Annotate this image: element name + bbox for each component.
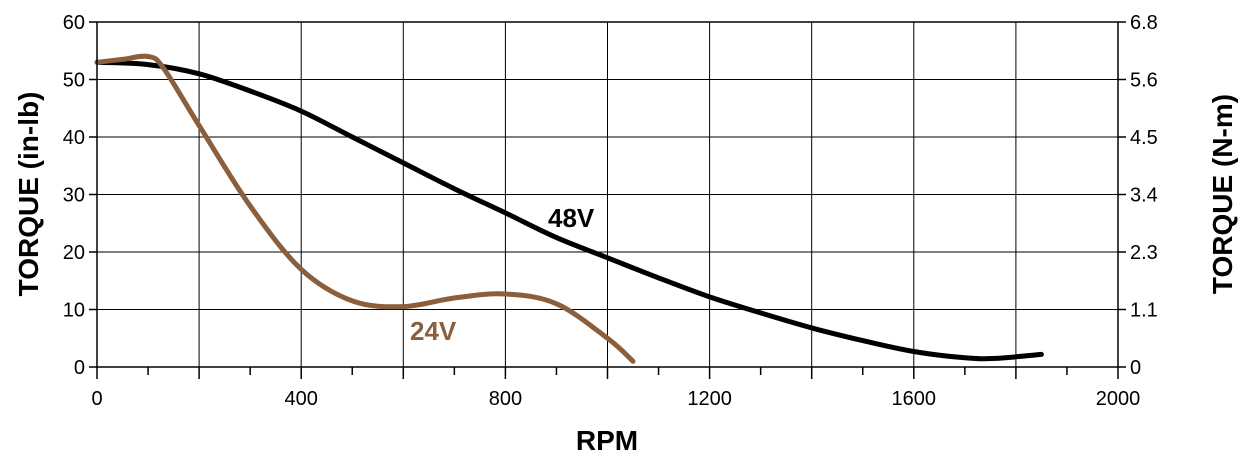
y-tick-label-right: 3.4 xyxy=(1130,185,1158,207)
series-label-24v: 24V xyxy=(410,316,457,346)
series-line-48v xyxy=(94,59,1044,362)
y-tick-label-left: 0 xyxy=(74,357,85,379)
y-tick-label-right: 0 xyxy=(1130,357,1141,379)
axis-ticks xyxy=(89,21,1126,379)
y-tick-label-left: 60 xyxy=(63,12,85,34)
x-tick-label: 1200 xyxy=(687,388,732,410)
y-tick-label-left: 10 xyxy=(63,300,85,322)
y-tick-label-right: 6.8 xyxy=(1130,12,1158,34)
x-tick-label: 400 xyxy=(285,388,318,410)
y-tick-label-right: 2.3 xyxy=(1130,242,1158,264)
x-tick-label: 1600 xyxy=(892,388,937,410)
y-tick-label-left: 40 xyxy=(63,127,85,149)
grid xyxy=(97,22,1118,367)
x-tick-label: 2000 xyxy=(1096,388,1141,410)
y-tick-label-right: 1.1 xyxy=(1130,300,1158,322)
y-axis-title-left: TORQUE (in-lb) xyxy=(13,92,44,297)
series-lines xyxy=(94,53,1044,364)
y-axis-title-right: TORQUE (N-m) xyxy=(1207,94,1238,294)
y-tick-label-right: 4.5 xyxy=(1130,127,1158,149)
x-tick-label: 0 xyxy=(91,388,102,410)
y-tick-label-right: 5.6 xyxy=(1130,70,1158,92)
series-line-24v xyxy=(94,53,636,364)
y-tick-label-left: 20 xyxy=(63,242,85,264)
y-tick-label-left: 50 xyxy=(63,70,85,92)
x-axis-title: RPM xyxy=(576,425,638,456)
series-label-48v: 48V xyxy=(548,203,595,233)
y-tick-label-left: 30 xyxy=(63,185,85,207)
x-tick-label: 800 xyxy=(489,388,522,410)
tick-labels: 0 400 800 1200 1600 2000 0 10 20 30 40 50 60 0 1.1 2.3 3… xyxy=(63,12,1158,410)
